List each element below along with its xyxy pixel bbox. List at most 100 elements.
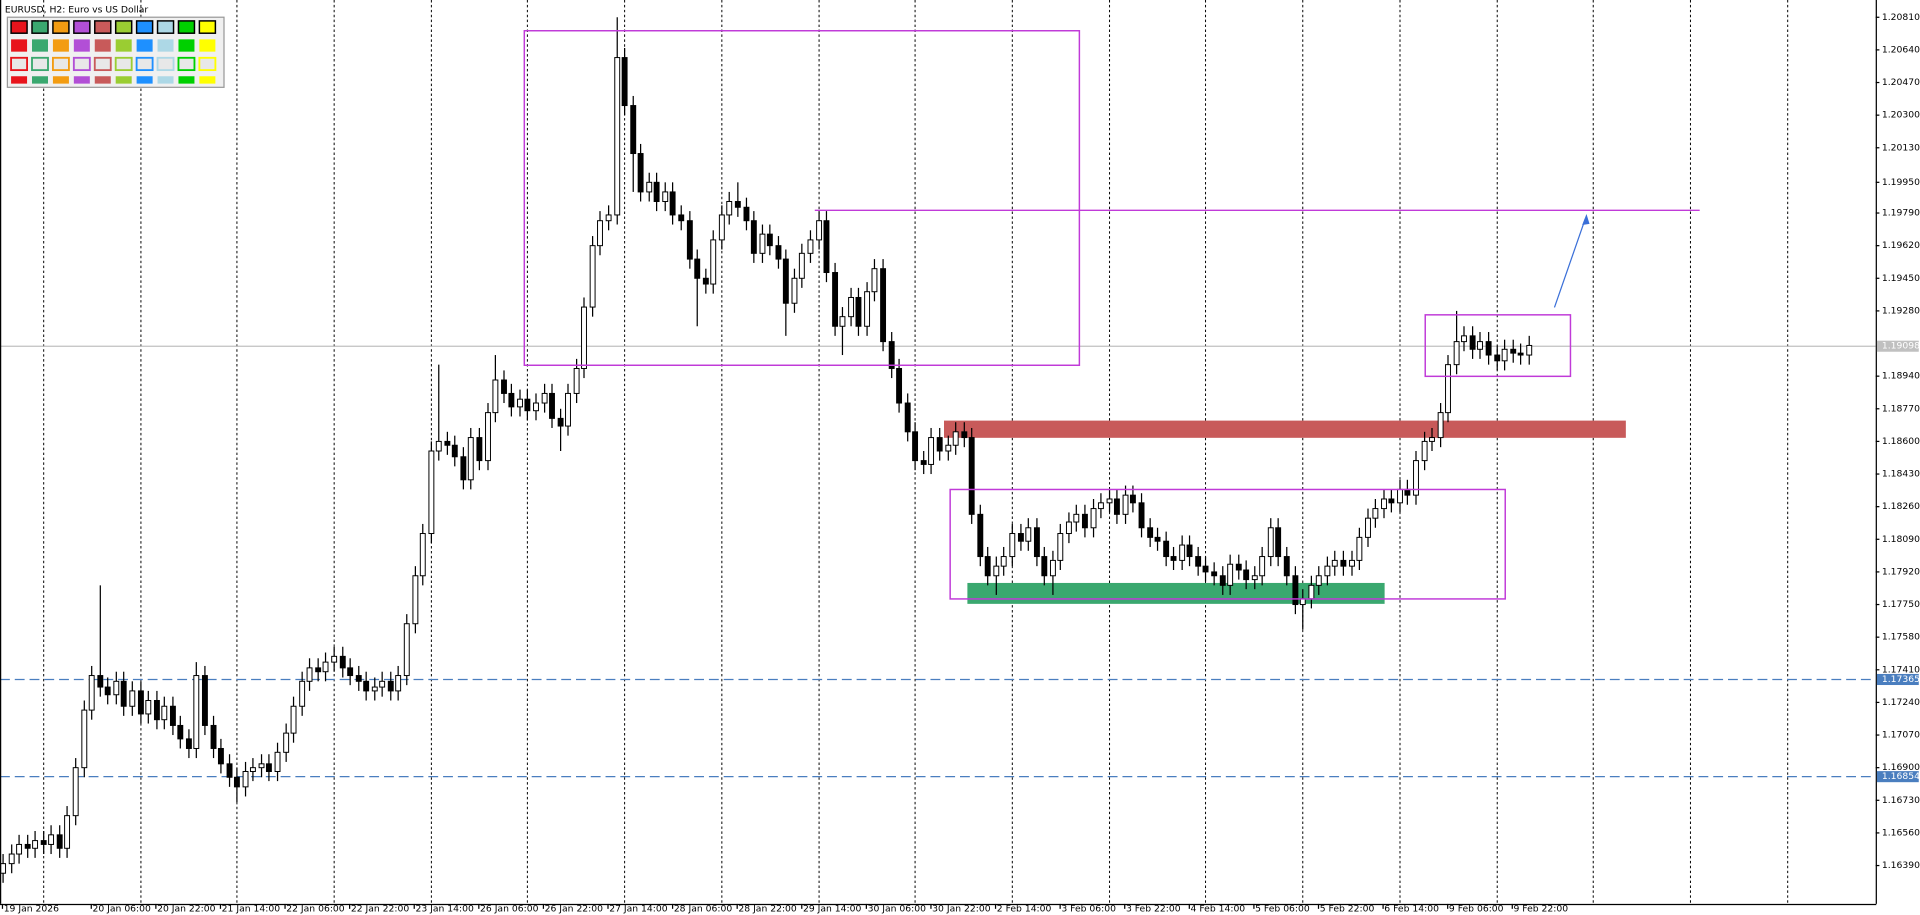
candle-body xyxy=(1179,544,1186,561)
x-tick-label: 30 Jan 22:00 xyxy=(932,903,991,914)
candle-body xyxy=(1340,559,1347,567)
candle-body xyxy=(589,245,596,308)
candle-body xyxy=(710,239,717,285)
swatch xyxy=(199,39,216,52)
swatch xyxy=(32,76,48,84)
candle-body xyxy=(1469,335,1476,350)
candle-body xyxy=(201,675,208,726)
price-label: 1.19098 xyxy=(1882,341,1920,352)
swatch xyxy=(52,76,69,84)
y-tick-label: 1.19450 xyxy=(1882,273,1920,284)
swatch xyxy=(94,39,111,52)
y-tick-label: 1.18940 xyxy=(1882,371,1920,382)
y-tick-label: 1.20300 xyxy=(1882,110,1920,121)
y-tick-label: 1.16560 xyxy=(1882,827,1920,838)
candle-body xyxy=(290,705,297,734)
candle-body xyxy=(1097,502,1104,510)
candle-body xyxy=(185,738,192,749)
resistance-zone xyxy=(944,420,1626,438)
swatch xyxy=(135,20,154,34)
y-tick-label: 1.16730 xyxy=(1882,795,1920,806)
candle-body xyxy=(435,440,442,452)
candle-body xyxy=(88,675,95,711)
drawings xyxy=(523,30,1700,600)
candle-body xyxy=(395,675,402,692)
candle-body xyxy=(210,724,217,749)
swatch xyxy=(178,76,195,84)
swatch xyxy=(135,56,154,72)
candle-body xyxy=(249,767,256,773)
candle-body xyxy=(1147,527,1154,538)
candle-body xyxy=(702,277,709,285)
candle-body xyxy=(40,840,47,845)
palette-swatches xyxy=(10,20,217,84)
candle-body xyxy=(848,296,855,318)
y-tick-label: 1.17750 xyxy=(1882,599,1920,610)
candle-body xyxy=(920,460,927,465)
candle-body xyxy=(1413,460,1419,496)
x-tick-label: 5 Feb 06:00 xyxy=(1255,903,1310,914)
candle-body xyxy=(1227,563,1234,586)
candle-body xyxy=(8,853,15,865)
swatch xyxy=(114,56,133,72)
candle-body xyxy=(299,680,306,707)
swatch xyxy=(198,56,217,72)
candle-body xyxy=(265,763,272,773)
swatch xyxy=(72,56,91,72)
candle-body xyxy=(1485,341,1492,356)
candle-body xyxy=(1211,571,1218,577)
candle-body xyxy=(896,367,903,404)
candle-body xyxy=(347,667,354,677)
x-tick-label: 20 Jan 22:00 xyxy=(157,903,216,914)
candle-body xyxy=(1243,569,1250,581)
swatch xyxy=(114,20,133,34)
candle-body xyxy=(1113,498,1120,515)
candle-body xyxy=(1453,341,1460,366)
x-tick-label: 21 Jan 14:00 xyxy=(222,903,281,914)
level-label: 1.16854 xyxy=(1882,771,1920,782)
candle-body xyxy=(81,709,88,769)
swatch xyxy=(94,20,112,34)
candle-body xyxy=(1526,344,1533,356)
candle-body xyxy=(726,201,733,216)
swatch xyxy=(52,20,70,34)
candle-body xyxy=(1283,556,1290,577)
x-tick-label: 28 Jan 06:00 xyxy=(674,903,733,914)
swatch xyxy=(136,76,153,84)
candle-body xyxy=(977,513,984,558)
level-label: 1.17365 xyxy=(1882,674,1920,685)
candle-body xyxy=(1163,540,1170,558)
x-tick-label: 6 Feb 14:00 xyxy=(1384,903,1439,914)
y-tick-label: 1.16390 xyxy=(1882,860,1920,871)
grid-layer xyxy=(43,0,1789,904)
candle-body xyxy=(1195,556,1202,567)
candle-body xyxy=(1170,556,1177,561)
candle-body xyxy=(993,565,1000,577)
candle-body xyxy=(508,392,515,408)
swatch xyxy=(94,76,111,84)
candle-body xyxy=(1275,527,1282,558)
candle-body xyxy=(524,398,531,412)
candle-body xyxy=(798,252,805,279)
candle-body xyxy=(485,412,491,462)
arrow xyxy=(1553,213,1590,308)
swatch xyxy=(198,20,217,34)
swatch xyxy=(73,76,90,84)
candle-body xyxy=(137,690,144,715)
support-zone xyxy=(967,582,1385,604)
candle-body xyxy=(129,690,136,707)
range-box xyxy=(949,488,1506,600)
candle-body xyxy=(961,431,968,439)
price-tag xyxy=(1876,340,1919,352)
candle-body xyxy=(451,444,458,458)
swatch xyxy=(156,20,175,34)
candle-body xyxy=(387,680,394,692)
y-tick-label: 1.19620 xyxy=(1882,240,1920,251)
candle-body xyxy=(1292,575,1299,606)
candle-body xyxy=(581,306,587,369)
candle-body xyxy=(1494,354,1501,362)
y-tick-label: 1.17580 xyxy=(1882,632,1920,643)
y-tick-label: 1.18770 xyxy=(1882,403,1920,414)
candle-body xyxy=(274,751,281,773)
